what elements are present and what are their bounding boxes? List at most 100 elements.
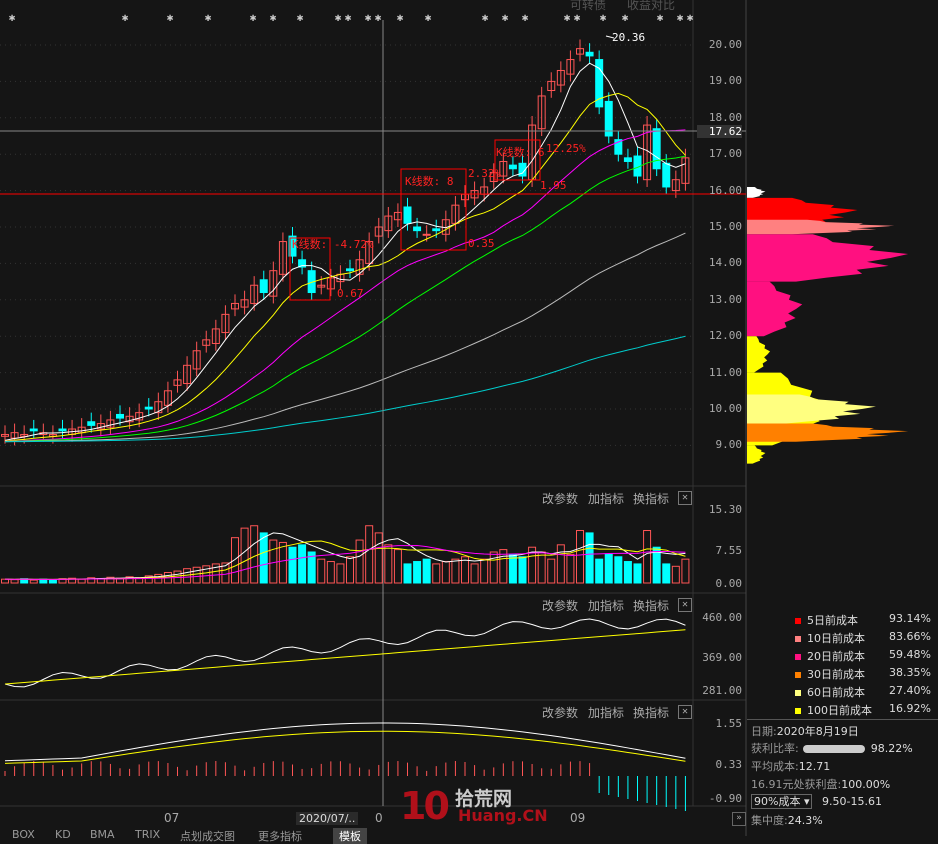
signal-marker-icon: ✱ [365,11,372,24]
range-box [289,237,331,301]
volume-bar [547,558,556,584]
obv-line [4,618,686,688]
chip-distribution [747,186,766,198]
volume-bar [87,577,96,584]
time-label-jul: 07 [164,811,180,825]
candle-body [240,299,249,308]
bottom-tab[interactable]: 更多指标 [258,830,302,843]
candle-body [144,406,153,410]
chip-avg: 平均成本:12.71 [751,758,830,774]
candle-body [20,433,29,437]
legend-item: 10日前成本 83.66% [795,630,935,646]
volume-bar [307,551,316,584]
volume-bar [604,553,613,584]
switch-indicator-button[interactable]: 换指标 [633,492,670,506]
volume-bar [58,578,67,584]
signal-marker-icon: ✱ [657,11,664,24]
cursor-date-label: 2020/07/.. [296,812,359,825]
divider [747,719,938,720]
volume-bar [202,565,211,584]
signal-marker-icon: ✱ [482,11,489,24]
price-tick: 12.00 [708,329,742,343]
time-label-cut: 0 [375,811,383,825]
volume-bar [508,553,517,584]
candle-body [614,139,623,155]
price-tick: 15.00 [708,220,742,233]
volume-bar [355,539,364,584]
volume-bar [374,532,383,584]
p3-axis-mid: 369.00 [702,651,742,664]
add-indicator-button[interactable]: 加指标 [588,599,625,613]
price-tick: 11.00 [708,365,742,379]
chip-distribution [747,445,766,464]
volume-bar [278,541,287,584]
add-indicator-button[interactable]: 加指标 [588,492,625,506]
cost-select[interactable]: 90%成本 ▾ [751,794,813,809]
bottom-tab[interactable]: BMA [90,828,115,841]
signal-marker-icon: ✱ [574,11,581,24]
bottom-tab[interactable]: 点划成交图 [180,830,235,843]
candle-body [499,160,508,177]
scroll-right-icon[interactable]: » [732,812,746,826]
volume-bar [595,558,604,584]
chip-distribution [747,336,771,373]
legend-label: 30日前成本 [807,668,865,681]
candle-body [211,328,220,344]
volume-bar [259,532,268,584]
bottom-tab[interactable]: BOX [12,828,35,841]
legend-value: 16.92% [889,702,931,715]
price-tick: 16.00 [708,183,742,197]
bottom-tab[interactable]: TRIX [135,828,161,841]
avg-label: 平均成本: [751,760,799,773]
volume-bar [413,561,422,584]
top-tab-compare[interactable]: 收益对比 [627,0,676,12]
price-tick: 9.00 [715,438,743,452]
volume-bar [681,558,690,584]
legend-swatch [795,708,801,714]
signal-marker-icon: ✱ [522,11,529,24]
add-indicator-button[interactable]: 加指标 [588,706,625,720]
switch-indicator-button[interactable]: 换指标 [633,706,670,720]
vol-axis-top: 15.30 [708,503,742,516]
volume-bar [393,549,402,584]
volume-bar [652,546,661,584]
candle-body [154,401,163,414]
range-box [494,139,541,181]
close-panel-button[interactable]: ✕ [678,491,692,505]
candle-body [681,157,690,184]
candle-body [259,279,268,294]
chip-distribution [747,423,909,442]
legend-swatch [795,636,801,642]
crosshair-price-label: 17.62 [697,125,742,138]
signal-marker-icon: ✱ [167,11,174,24]
watermark-cn: 拾荒网 [455,788,513,810]
obv-ma-line [4,629,686,685]
switch-indicator-button[interactable]: 换指标 [633,599,670,613]
box1-low: 0.67 [337,287,364,300]
legend-swatch [795,672,801,678]
candle-body [518,162,527,177]
signal-marker-icon: ✱ [425,11,432,24]
candle-body [288,235,297,257]
candle-body [566,59,575,75]
p3-axis-bot: 281.00 [702,684,742,697]
candle-body [595,59,604,108]
legend-label: 100日前成本 [807,704,872,717]
at-price-label: 16.91元处获利盘: [751,778,842,791]
close-panel-button[interactable]: ✕ [678,598,692,612]
change-params-button[interactable]: 改参数 [542,599,579,613]
change-params-button[interactable]: 改参数 [542,492,579,506]
candle-body [585,51,594,57]
bottom-tab[interactable]: KD [55,828,71,841]
bottom-tab[interactable]: 模板 [333,828,367,844]
p4-axis-mid: 0.33 [715,758,743,771]
volume-bar [346,556,354,584]
candle-body [355,259,364,275]
profit-label: 获利比率: [751,742,799,755]
chip-distribution [747,219,895,235]
change-params-button[interactable]: 改参数 [542,706,579,720]
top-tab-convertible[interactable]: 可转债 [570,0,607,12]
close-panel-button[interactable]: ✕ [678,705,692,719]
candle-body [278,241,287,275]
